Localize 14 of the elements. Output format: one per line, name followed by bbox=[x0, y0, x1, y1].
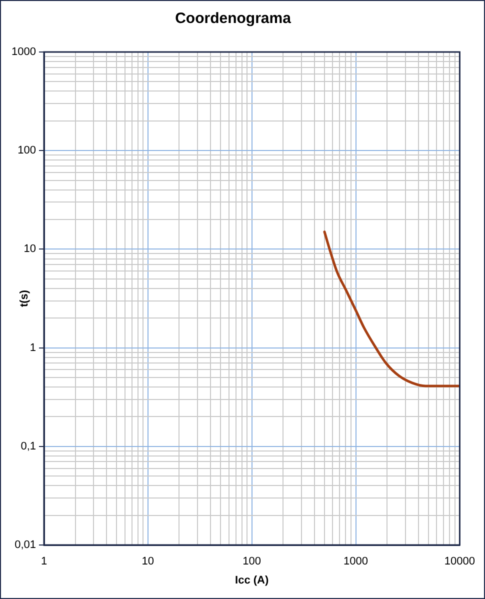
y-axis-title: t(s) bbox=[18, 290, 31, 308]
y-tick-label: 1000 bbox=[12, 46, 36, 58]
x-tick-label: 10000 bbox=[444, 556, 476, 568]
x-tick-label: 1 bbox=[40, 556, 48, 568]
y-tick-label: 0,1 bbox=[20, 440, 36, 452]
x-tick-label: 10 bbox=[142, 556, 154, 568]
x-axis-title: Icc (A) bbox=[235, 574, 269, 586]
y-tick-label: 0,01 bbox=[14, 539, 36, 552]
y-tick-label: 1 bbox=[30, 342, 36, 354]
y-tick-label: 100 bbox=[18, 144, 36, 157]
x-tick-label: 1000 bbox=[344, 556, 368, 568]
y-tick-label: 10 bbox=[24, 243, 36, 256]
x-tick-label: 100 bbox=[242, 556, 262, 568]
chart-title: Coordenograma bbox=[175, 10, 292, 28]
